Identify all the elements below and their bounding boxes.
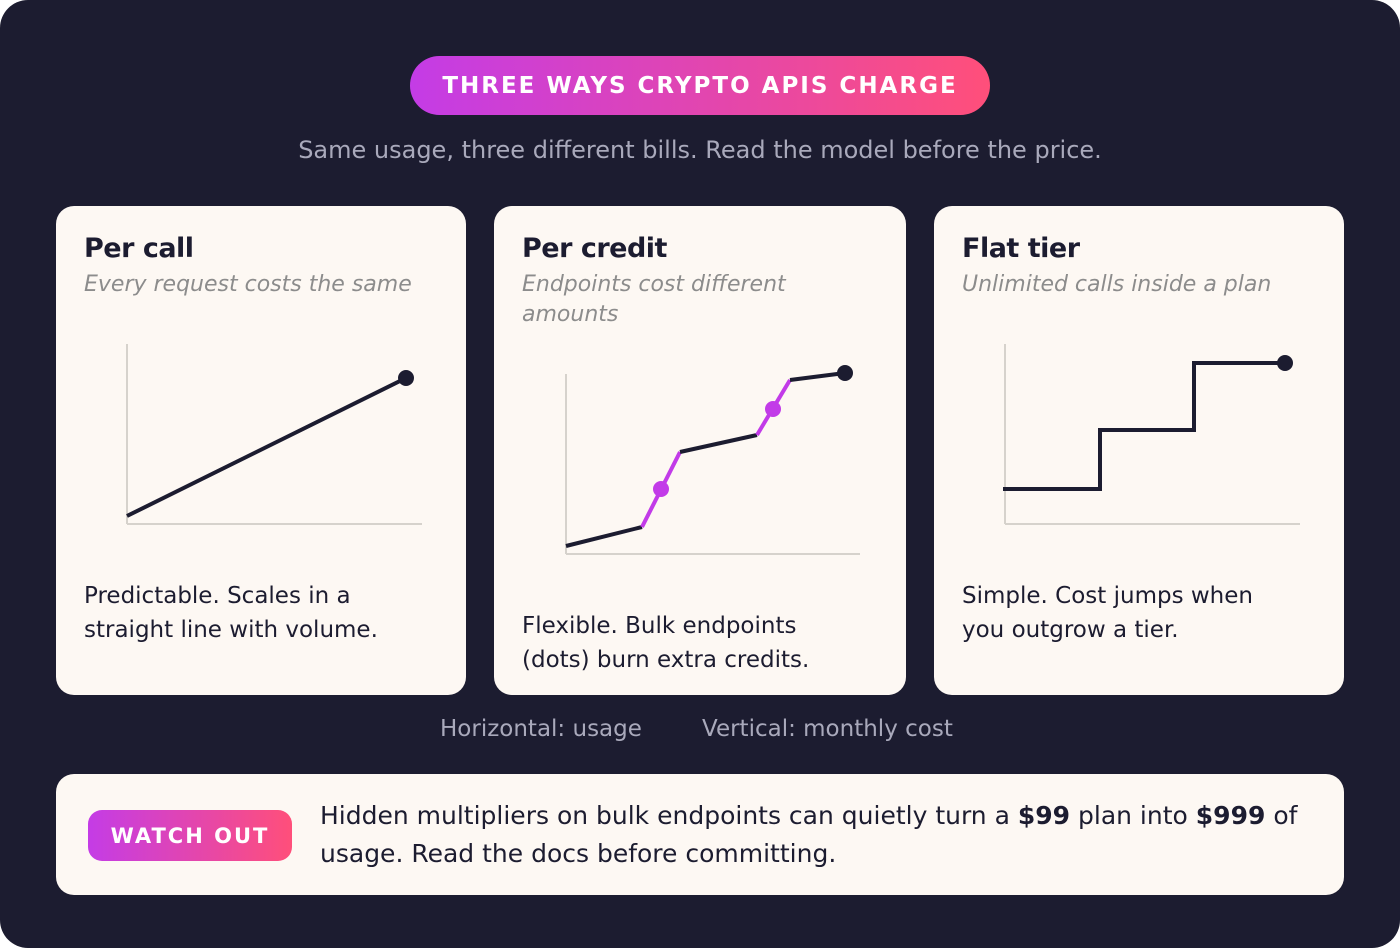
price: $99 [1017,801,1071,830]
cost-line [1003,361,1285,491]
title-badge: THREE WAYS CRYPTO APIS CHARGE [410,56,990,115]
axis-legend: Vertical: monthly cost [702,716,953,742]
card-title: Per credit [522,233,667,264]
bulk-dot [653,481,669,497]
card-description: Flexible. Bulk endpoints (dots) burn ext… [522,613,810,673]
mini-chart [126,344,422,525]
bulk-dot [765,401,781,417]
cost-line [126,376,407,518]
end-dot [1277,355,1293,371]
cost-line [679,433,758,454]
callout-badge: WATCH OUT [88,810,292,861]
card-subtitle: Endpoints cost different amounts [522,272,786,327]
mini-chart [1003,344,1300,525]
card-subtitle: Unlimited calls inside a plan [962,272,1272,297]
subtitle: Same usage, three different bills. Read … [298,136,1102,164]
card-subtitle: Every request costs the same [84,272,412,297]
text: Hidden multipliers on bulk endpoints can… [320,801,1018,830]
card: Flat tier Unlimited calls inside a plan … [934,206,1344,695]
mini-chart [565,365,860,555]
text: of usage. Read the docs before committin… [320,801,1298,868]
cost-line [565,525,643,548]
card-description: Predictable. Scales in a straight line w… [84,583,378,643]
card: Per credit Endpoints cost different amou… [494,206,906,695]
card-description: Simple. Cost jumps when you outgrow a ti… [962,583,1253,643]
cost-line [789,371,846,382]
text: plan into [1070,801,1196,830]
card-title: Flat tier [962,233,1080,264]
callout-text: Hidden multipliers on bulk endpoints can… [320,797,1320,873]
end-dot [837,365,853,381]
price: $999 [1195,801,1266,830]
card-title: Per call [84,233,194,264]
axis-legend: Horizontal: usage [440,716,642,742]
end-dot [398,370,414,386]
callout: WATCH OUT Hidden multipliers on bulk end… [56,774,1344,895]
card: Per call Every request costs the same Pr… [56,206,466,695]
